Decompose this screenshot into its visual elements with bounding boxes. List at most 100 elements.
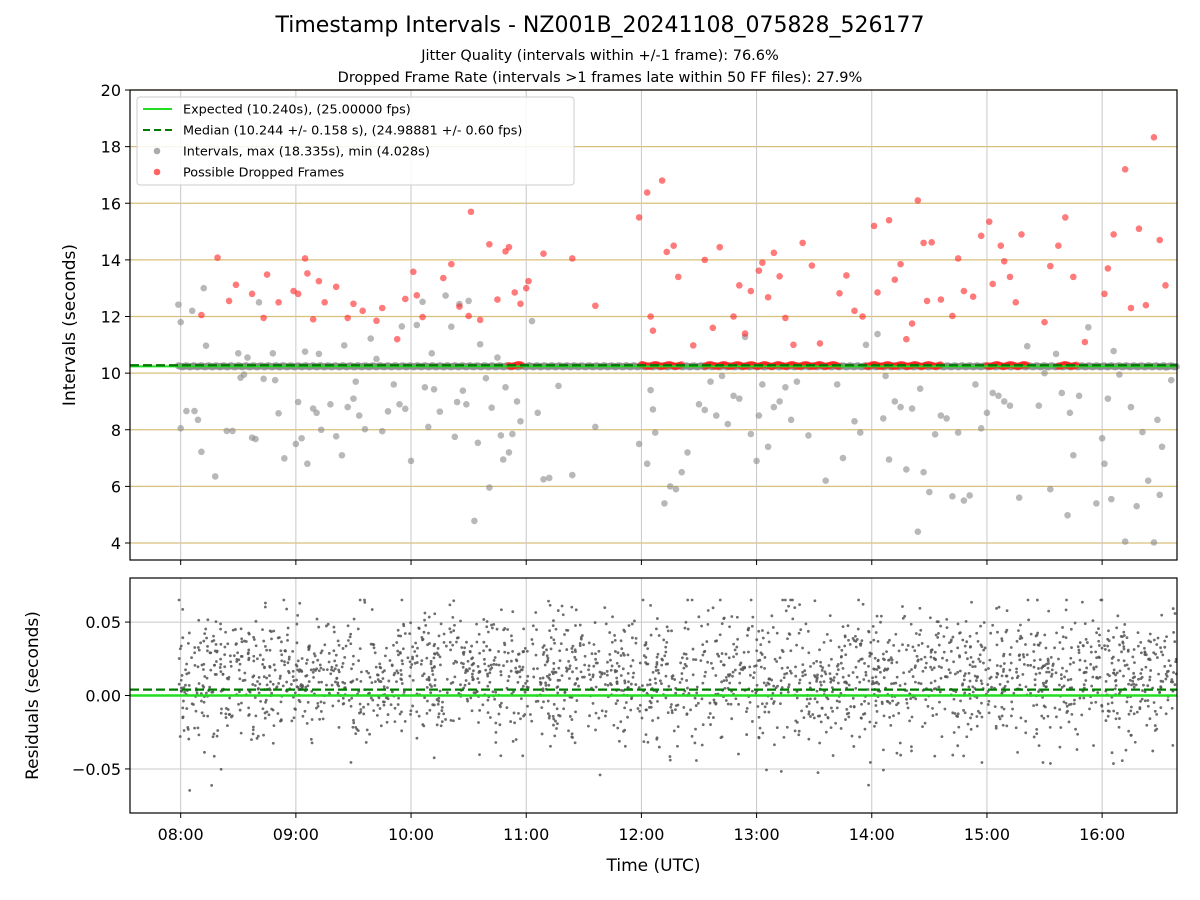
residual-point	[956, 670, 960, 674]
residual-point	[220, 707, 223, 711]
residual-point	[1060, 677, 1063, 681]
residual-point	[780, 648, 784, 652]
residual-point	[236, 651, 240, 655]
residual-point	[613, 639, 617, 642]
residual-point	[337, 699, 341, 703]
residual-point	[759, 643, 763, 646]
residual-point	[609, 658, 612, 662]
interval-point	[1023, 342, 1031, 350]
residual-point	[1067, 720, 1071, 724]
interval-point	[194, 416, 202, 424]
residual-point	[401, 647, 405, 651]
residual-point	[587, 664, 591, 668]
residual-point	[850, 734, 854, 738]
interval-point	[223, 427, 231, 435]
residual-point	[456, 636, 460, 640]
residual-point	[723, 686, 727, 690]
intervals-scatter	[174, 133, 1180, 546]
residual-point	[841, 625, 845, 628]
interval-point	[995, 392, 1002, 400]
interval-point	[914, 528, 922, 535]
residual-point	[346, 639, 350, 642]
dropped-frame-point	[378, 304, 386, 312]
residual-point	[1029, 691, 1033, 695]
residual-point	[265, 676, 269, 680]
residual-point	[940, 735, 944, 738]
dropped-frame-point	[1006, 273, 1014, 281]
residual-point	[540, 732, 544, 736]
residual-point	[863, 699, 866, 703]
residual-point	[933, 650, 937, 654]
residual-point	[656, 700, 659, 703]
residual-point	[409, 621, 412, 625]
residual-point	[600, 671, 604, 675]
residual-point	[304, 685, 308, 689]
residual-point	[651, 670, 655, 674]
interval-point	[352, 378, 360, 385]
residual-point	[745, 733, 749, 736]
residual-point	[433, 684, 437, 687]
residual-point	[655, 736, 659, 740]
residual-point	[385, 646, 388, 650]
residual-point	[1132, 712, 1136, 716]
residual-point	[237, 668, 241, 672]
residual-point	[262, 639, 266, 643]
residual-point	[383, 654, 387, 658]
residual-point	[471, 672, 474, 676]
residual-point	[332, 649, 336, 653]
interval-point	[269, 350, 277, 357]
residual-point	[894, 632, 898, 636]
residual-point	[1032, 665, 1036, 669]
residual-point	[986, 683, 990, 686]
residual-point	[247, 706, 251, 710]
residual-point	[956, 744, 960, 748]
residual-point	[1143, 653, 1147, 656]
residual-point	[975, 724, 979, 728]
residual-point	[630, 697, 633, 701]
residual-point	[815, 700, 819, 704]
residual-point	[708, 712, 712, 715]
residual-point	[882, 768, 885, 772]
residual-point	[330, 668, 333, 672]
residual-point	[980, 715, 984, 719]
residual-point	[697, 615, 701, 619]
residual-point	[815, 689, 819, 693]
residual-point	[399, 677, 403, 681]
residual-point	[279, 674, 282, 678]
interval-point	[1116, 371, 1123, 378]
residual-point	[212, 634, 215, 638]
residual-point	[551, 714, 555, 718]
residual-point	[1037, 667, 1040, 670]
residual-point	[700, 697, 704, 701]
residual-point	[229, 664, 233, 668]
residual-point	[1064, 701, 1068, 705]
residual-point	[1146, 704, 1150, 708]
residual-point	[555, 686, 559, 689]
residual-point	[210, 639, 214, 643]
interval-point	[332, 432, 340, 440]
residual-point	[1117, 725, 1121, 729]
residual-point	[1021, 673, 1025, 676]
residual-point	[399, 634, 403, 638]
residual-point	[259, 699, 263, 703]
residual-point	[371, 642, 375, 646]
residual-point	[1104, 679, 1108, 683]
residual-point	[1061, 626, 1064, 629]
residual-point	[1084, 637, 1088, 641]
interval-point	[255, 299, 263, 306]
residual-point	[323, 643, 327, 647]
interval-point	[1075, 392, 1083, 400]
residual-point	[421, 637, 425, 641]
interval-point	[177, 318, 184, 326]
residual-point	[1152, 638, 1156, 642]
residual-point	[199, 641, 203, 645]
residual-point	[906, 706, 910, 710]
dropped-frame-point	[540, 250, 547, 257]
residual-point	[506, 628, 510, 631]
residual-point	[952, 731, 956, 734]
residual-point	[354, 732, 358, 735]
interval-point	[695, 400, 703, 408]
residual-point	[402, 624, 406, 628]
interval-point	[862, 341, 870, 349]
residuals-scatter	[177, 598, 1178, 792]
